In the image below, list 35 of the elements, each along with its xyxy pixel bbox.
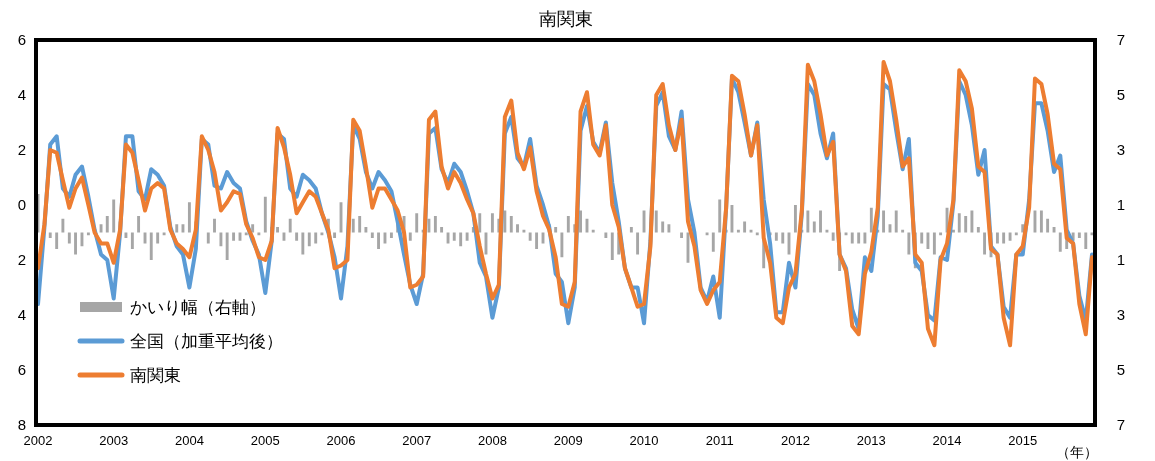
y-tick-label: 4 [17, 86, 27, 104]
text: （年） [1056, 444, 1098, 460]
y2-tick-label: 5 [1116, 86, 1126, 104]
y2-tick-label: 7 [1116, 31, 1126, 49]
y-tick-label: 2 [17, 251, 27, 269]
y-tick-label: 6 [17, 361, 27, 379]
y2-tick-label: 3 [1116, 141, 1126, 159]
y2-tick-label: 1 [1116, 196, 1126, 214]
y-tick-label: 2 [17, 141, 27, 159]
x-tick-label: 2009 [553, 433, 583, 448]
y-tick-label: 4 [17, 306, 27, 324]
x-tick-label: 2011 [705, 433, 734, 448]
y-tick-label: 8 [17, 416, 27, 434]
x-tick-label: 2013 [856, 433, 886, 448]
legend-label: 全国（加重平均後） [130, 331, 283, 351]
chart-title: 南関東 [538, 9, 593, 29]
y2-tick-label: 5 [1116, 361, 1126, 379]
x-tick-label: 2003 [99, 433, 129, 448]
y-tick-label: 0 [17, 196, 27, 214]
x-tick-label: 2014 [932, 433, 962, 448]
x-tick-label: 2008 [477, 433, 507, 448]
legend-label: かいり幅（右軸） [130, 297, 266, 317]
x-tick-label: 2002 [23, 433, 53, 448]
x-tick-label: 2007 [402, 433, 432, 448]
x-tick-label: 2004 [174, 433, 204, 448]
x-tick-label: 2015 [1008, 433, 1038, 448]
y2-tick-label: 7 [1116, 416, 1126, 434]
y-tick-label: 6 [17, 31, 27, 49]
y2-tick-label: 1 [1116, 251, 1126, 269]
legend-label: 南関東 [130, 365, 181, 385]
x-tick-label: 2010 [629, 433, 659, 448]
y2-tick-label: 3 [1116, 306, 1126, 324]
x-tick-label: 2012 [780, 433, 810, 448]
x-tick-label: 2005 [250, 433, 280, 448]
x-tick-label: 2006 [326, 433, 356, 448]
